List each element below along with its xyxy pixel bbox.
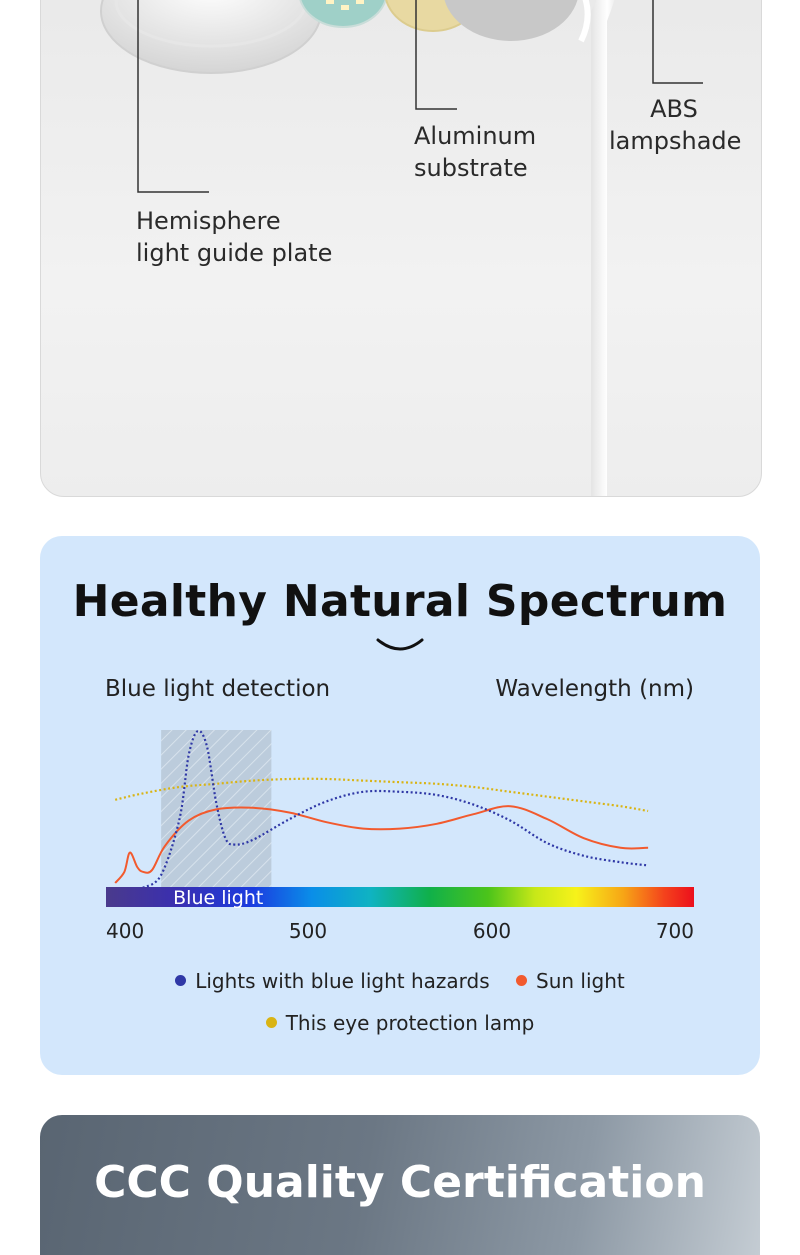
- aluminum-callout-line1: Aluminum: [414, 122, 537, 150]
- legend-lamp-label: This eye protection lamp: [285, 1010, 535, 1035]
- abs-callout-line1: ABS: [650, 95, 698, 123]
- blue-light-band-label: Blue light: [173, 887, 263, 909]
- certification-section: CCC Quality Certification: [40, 1115, 760, 1255]
- certification-title: CCC Quality Certification: [94, 1157, 706, 1208]
- legend-row-1: Lights with blue light hazards Sun light: [40, 967, 760, 993]
- legend-sun-dot-icon: [516, 975, 528, 986]
- abs-lampshade-shape: [444, 0, 578, 41]
- x-tick-label: 600: [473, 919, 511, 943]
- legend-item-sun: Sun light: [516, 969, 625, 993]
- smile-divider-icon: [376, 638, 424, 651]
- chart-right-caption: Wavelength (nm): [495, 676, 694, 702]
- legend-lamp-dot-icon: [265, 1017, 277, 1028]
- x-axis-ticks: 400 500 600 700: [106, 919, 694, 943]
- spectrum-section: Healthy Natural Spectrum Blue light dete…: [40, 536, 760, 1075]
- series-blue-hazard-line: [142, 729, 649, 889]
- aluminum-callout-line2: substrate: [414, 154, 528, 182]
- led-board-shape: [299, 0, 387, 28]
- series-sun-light-line: [114, 805, 649, 884]
- blue-light-band-rect: [161, 730, 272, 906]
- hemisphere-callout-line1: Hemisphere: [136, 207, 281, 235]
- section-title: Healthy Natural Spectrum: [72, 576, 728, 627]
- hemisphere-plate-shape: [100, 0, 322, 74]
- legend-sun-label: Sun light: [536, 968, 625, 993]
- x-tick-label: 700: [656, 919, 694, 943]
- chart-left-caption: Blue light detection: [105, 676, 331, 702]
- legend-item-hazard: Lights with blue light hazards: [175, 968, 490, 993]
- lamp-illustration: [100, 0, 703, 496]
- spectrum-chart: Blue light 400 500 600 700: [106, 729, 694, 943]
- product-exploded-view: Hemisphere light guide plate Aluminum su…: [40, 0, 762, 497]
- abs-callout-line2: lampshade: [609, 127, 742, 155]
- blue-light-band: [161, 730, 272, 906]
- hemisphere-callout: Hemisphere light guide plate: [136, 205, 332, 269]
- chart-series: [114, 729, 649, 889]
- legend-row-2: This eye protection lamp: [40, 1009, 760, 1035]
- abs-callout: ABS lampshade: [609, 93, 742, 157]
- x-tick-label: 400: [106, 919, 144, 943]
- hemisphere-callout-line2: light guide plate: [136, 239, 333, 267]
- wavelength-spectrum-bar: [106, 887, 694, 907]
- lamp-pole: [591, 0, 615, 496]
- legend-hazard-dot-icon: [175, 975, 187, 986]
- legend-item-lamp: This eye protection lamp: [265, 1010, 535, 1035]
- legend-hazard-label: Lights with blue light hazards: [195, 968, 490, 993]
- aluminum-callout: Aluminum substrate: [414, 120, 536, 184]
- x-tick-label: 500: [289, 919, 327, 943]
